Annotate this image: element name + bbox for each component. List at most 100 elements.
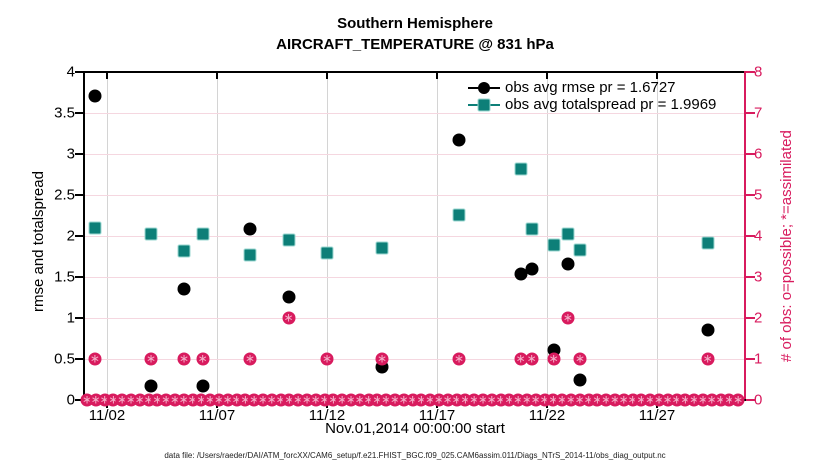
obs-count-point: ∗ xyxy=(573,351,587,366)
rmse-point xyxy=(514,267,528,281)
top-spine xyxy=(83,71,746,73)
right-axis-tick xyxy=(746,112,755,114)
totalspread-point xyxy=(196,227,210,241)
left-axis-tick xyxy=(75,358,84,360)
rmse-point xyxy=(243,222,257,236)
left-axis-tick xyxy=(75,71,84,73)
top-axis-tick xyxy=(106,73,108,79)
left-axis-tick xyxy=(75,112,84,114)
right-axis-spine xyxy=(744,71,746,401)
gridline-horizontal xyxy=(85,113,745,114)
right-axis-tick-label: 5 xyxy=(754,186,763,204)
chart-title-line2: AIRCRAFT_TEMPERATURE @ 831 hPa xyxy=(276,36,554,53)
rmse-point xyxy=(573,373,587,387)
legend-label-totalspread: obs avg totalspread pr = 1.9969 xyxy=(505,96,717,113)
totalspread-point xyxy=(701,236,715,250)
right-axis-tick-label: 2 xyxy=(754,309,763,327)
left-axis-tick xyxy=(75,276,84,278)
rmse-point xyxy=(452,133,466,147)
left-axis-tick xyxy=(75,317,84,319)
left-axis-tick xyxy=(75,399,84,401)
left-axis-tick-label: 2 xyxy=(66,227,75,245)
left-y-axis-label: rmse and totalspread xyxy=(30,171,47,312)
right-axis-tick xyxy=(746,153,755,155)
x-axis-tick-label: 11/07 xyxy=(198,407,236,424)
right-y-axis-label: # of obs: o=possible; *=assimilated xyxy=(778,130,795,362)
totalspread-point xyxy=(525,222,539,236)
totalspread-point xyxy=(177,244,191,258)
left-axis-tick-label: 3.5 xyxy=(54,104,75,122)
totalspread-square-marker-icon xyxy=(477,98,491,111)
totalspread-point xyxy=(452,208,466,222)
rmse-point xyxy=(701,323,715,337)
x-axis-tick-label: 11/22 xyxy=(528,407,566,424)
totalspread-point xyxy=(243,248,257,262)
right-axis-tick xyxy=(746,317,755,319)
x-axis-tick-label: 11/12 xyxy=(308,407,346,424)
gridline-horizontal xyxy=(85,277,745,278)
legend: obs avg rmse pr = 1.6727 obs avg totalsp… xyxy=(468,79,716,113)
obs-count-point: ∗ xyxy=(196,351,210,366)
totalspread-point xyxy=(561,227,575,241)
right-axis-tick xyxy=(746,235,755,237)
totalspread-point xyxy=(88,221,102,235)
obs-count-point: ∗ xyxy=(144,351,158,366)
totalspread-point xyxy=(320,246,334,260)
totalspread-point xyxy=(547,238,561,252)
gridline-horizontal xyxy=(85,195,745,196)
rmse-point xyxy=(144,379,158,393)
data-file-caption: data file: /Users/raeder/DAI/ATM_forcXX/… xyxy=(164,451,666,460)
right-axis-tick xyxy=(746,399,755,401)
obs-count-point: ∗ xyxy=(561,310,575,325)
right-axis-tick-label: 4 xyxy=(754,227,763,245)
gridline-horizontal xyxy=(85,318,745,319)
gridline-horizontal xyxy=(85,236,745,237)
left-axis-tick-label: 0 xyxy=(66,391,75,409)
plot-area: 0 0.5 1 1.5 2 2.5 3 3.5 4 0 1 2 3 4 5 6 7 8 11/02 11/07 11/1… xyxy=(54,64,762,425)
obs-count-point: ∗ xyxy=(375,351,389,366)
right-axis-tick-label: 6 xyxy=(754,145,763,163)
obs-count-point: ∗ xyxy=(514,351,528,366)
obs-count-point: ∗ xyxy=(177,351,191,366)
obs-count-point: ∗ xyxy=(701,351,715,366)
right-axis-tick xyxy=(746,358,755,360)
legend-line-totalspread xyxy=(468,98,500,111)
legend-entry-rmse: obs avg rmse pr = 1.6727 xyxy=(468,79,716,96)
totalspread-point xyxy=(144,227,158,241)
legend-label-rmse: obs avg rmse pr = 1.6727 xyxy=(505,79,676,96)
rmse-point xyxy=(88,89,102,103)
rmse-point xyxy=(282,290,295,304)
top-axis-tick xyxy=(436,73,438,79)
obs-count-point: ∗ xyxy=(525,351,539,366)
obs-count-point: ∗ xyxy=(547,351,561,366)
totalspread-point xyxy=(514,162,528,176)
legend-entry-totalspread: obs avg totalspread pr = 1.9969 xyxy=(468,96,716,113)
gridline-horizontal xyxy=(85,359,745,360)
rmse-point xyxy=(561,257,575,271)
left-axis-tick-label: 1.5 xyxy=(54,268,75,286)
rmse-circle-marker-icon xyxy=(478,81,490,94)
right-axis-tick xyxy=(746,194,755,196)
left-axis-tick xyxy=(75,153,84,155)
obs-count-point: ∗ xyxy=(320,351,334,366)
x-axis-label: Nov.01,2014 00:00:00 start xyxy=(325,420,505,437)
left-axis-tick-label: 4 xyxy=(66,63,75,81)
left-axis-tick-label: 2.5 xyxy=(54,186,75,204)
x-axis-tick-label: 11/02 xyxy=(88,407,126,424)
left-axis-tick-label: 0.5 xyxy=(54,350,75,368)
right-axis-tick-label: 1 xyxy=(754,350,763,368)
totalspread-point xyxy=(282,233,295,247)
top-axis-tick xyxy=(216,73,218,79)
totalspread-point xyxy=(375,241,389,255)
legend-line-rmse xyxy=(468,81,500,94)
obs-count-zero-marker: ∗ xyxy=(731,392,745,407)
left-axis-spine xyxy=(83,71,85,401)
rmse-point xyxy=(177,282,191,296)
right-axis-tick xyxy=(746,71,755,73)
chart-title-line1: Southern Hemisphere xyxy=(337,15,493,32)
obs-count-point: ∗ xyxy=(243,351,257,366)
obs-count-point: ∗ xyxy=(88,351,102,366)
left-axis-tick xyxy=(75,235,84,237)
right-axis-tick-label: 3 xyxy=(754,268,763,286)
left-axis-tick-label: 3 xyxy=(66,145,75,163)
